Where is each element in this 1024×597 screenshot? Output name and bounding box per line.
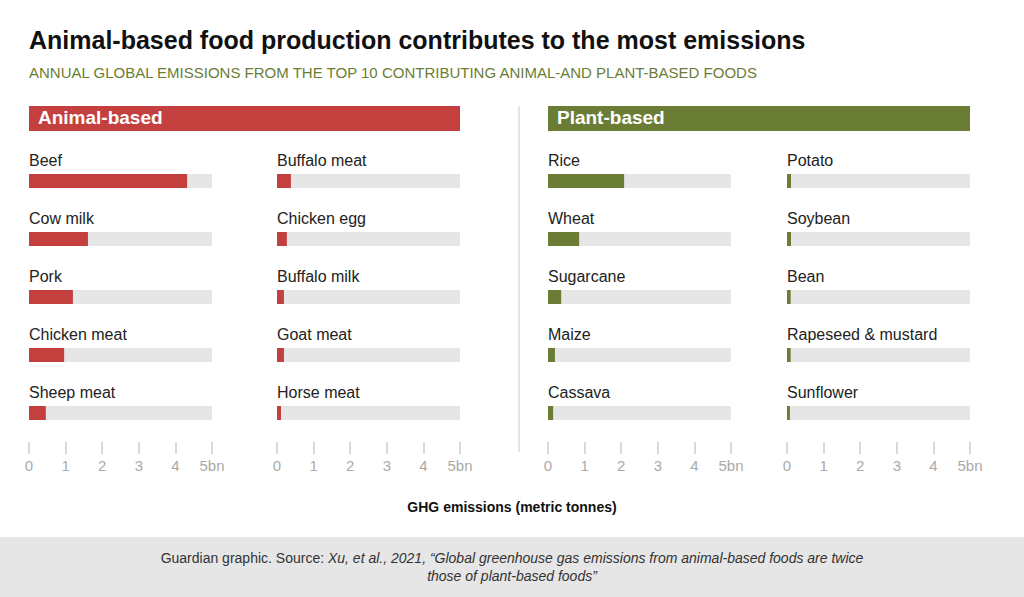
svg-text:Rapeseed & mustard: Rapeseed & mustard — [787, 326, 937, 343]
svg-text:Animal-based: Animal-based — [38, 107, 163, 128]
svg-text:3: 3 — [135, 457, 143, 474]
svg-text:Horse meat: Horse meat — [277, 384, 360, 401]
svg-text:5bn: 5bn — [199, 457, 224, 474]
svg-text:ANNUAL GLOBAL EMISSIONS FROM T: ANNUAL GLOBAL EMISSIONS FROM THE TOP 10 … — [29, 64, 757, 81]
svg-text:3: 3 — [893, 457, 901, 474]
svg-text:Rice: Rice — [548, 152, 580, 169]
svg-text:2: 2 — [617, 457, 625, 474]
svg-text:Plant-based: Plant-based — [557, 107, 665, 128]
svg-text:Cow milk: Cow milk — [29, 210, 95, 227]
svg-text:1: 1 — [61, 457, 69, 474]
svg-text:Pork: Pork — [29, 268, 63, 285]
svg-text:3: 3 — [654, 457, 662, 474]
svg-text:Beef: Beef — [29, 152, 62, 169]
svg-text:1: 1 — [819, 457, 827, 474]
svg-text:Sheep meat: Sheep meat — [29, 384, 116, 401]
svg-text:Cassava: Cassava — [548, 384, 610, 401]
svg-text:Wheat: Wheat — [548, 210, 595, 227]
svg-text:0: 0 — [544, 457, 552, 474]
svg-text:0: 0 — [25, 457, 33, 474]
svg-text:Maize: Maize — [548, 326, 591, 343]
svg-text:1: 1 — [580, 457, 588, 474]
svg-text:4: 4 — [929, 457, 937, 474]
svg-text:Chicken egg: Chicken egg — [277, 210, 366, 227]
svg-text:2: 2 — [856, 457, 864, 474]
svg-text:Sunflower: Sunflower — [787, 384, 859, 401]
svg-text:Animal-based food production c: Animal-based food production contributes… — [29, 26, 805, 54]
svg-text:4: 4 — [419, 457, 427, 474]
svg-text:5bn: 5bn — [718, 457, 743, 474]
svg-text:Soybean: Soybean — [787, 210, 850, 227]
html-text:Guardian graphic. Source: Xu,: Guardian graphic. Source: Xu, et al., 20… — [160, 550, 864, 584]
svg-text:5bn: 5bn — [447, 457, 472, 474]
svg-text:0: 0 — [273, 457, 281, 474]
svg-text:GHG emissions (metric tonnes): GHG emissions (metric tonnes) — [407, 499, 616, 515]
svg-text:Buffalo milk: Buffalo milk — [277, 268, 360, 285]
svg-text:Sugarcane: Sugarcane — [548, 268, 625, 285]
svg-text:4: 4 — [690, 457, 698, 474]
svg-text:Bean: Bean — [787, 268, 824, 285]
svg-text:0: 0 — [783, 457, 791, 474]
svg-text:3: 3 — [383, 457, 391, 474]
svg-text:Chicken meat: Chicken meat — [29, 326, 127, 343]
svg-text:2: 2 — [346, 457, 354, 474]
svg-text:4: 4 — [171, 457, 179, 474]
svg-text:Goat meat: Goat meat — [277, 326, 352, 343]
svg-text:2: 2 — [98, 457, 106, 474]
svg-text:Potato: Potato — [787, 152, 833, 169]
svg-text:Buffalo meat: Buffalo meat — [277, 152, 367, 169]
svg-text:1: 1 — [309, 457, 317, 474]
svg-text:5bn: 5bn — [957, 457, 982, 474]
